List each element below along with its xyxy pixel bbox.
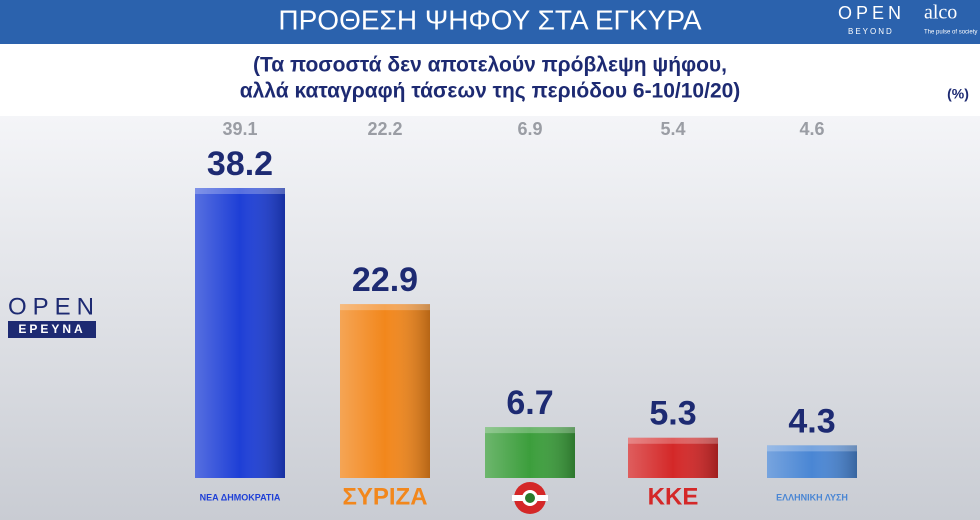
previous-value-label: 6.9: [517, 119, 542, 139]
value-label: 38.2: [207, 145, 273, 183]
pollster-logo-sub: The pulse of society: [924, 30, 977, 36]
left-logo: OPEN: [8, 293, 100, 320]
bar-shade: [195, 188, 285, 478]
channel-logo-sub: BEYOND: [848, 27, 894, 36]
bar-shade: [628, 437, 718, 478]
previous-value-label: 22.2: [367, 119, 402, 139]
category-label: ΣΥΡΙΖΑ: [342, 483, 427, 510]
channel-logo: OPEN: [838, 3, 905, 23]
chart-title: ΠΡΟΘΕΣΗ ΨΗΦΟΥ ΣΤΑ ΕΓΚΥΡΑ: [278, 4, 702, 35]
category-label: ΕΛΛΗΝΙΚΗ ΛΥΣΗ: [776, 492, 848, 502]
unit-label: (%): [947, 86, 969, 102]
category-label: ΚΚΕ: [648, 483, 699, 510]
category-label: ΝΕΑ ΔΗΜΟΚΡΑΤΙΑ: [200, 492, 281, 502]
bar-shade: [485, 427, 575, 478]
party-logo: [525, 493, 535, 503]
left-logo-sub: ΕΡΕΥΝΑ: [18, 322, 85, 336]
value-label: 5.3: [649, 395, 696, 433]
previous-value-label: 4.6: [799, 119, 824, 139]
previous-value-label: 5.4: [660, 119, 685, 139]
bar-shade: [340, 304, 430, 478]
subtitle: αλλά καταγραφή τάσεων της περιόδου 6-10/…: [240, 80, 741, 103]
pollster-logo: alco: [924, 2, 957, 24]
value-label: 6.7: [506, 384, 553, 422]
previous-value-label: 39.1: [222, 119, 257, 139]
bar-top: [195, 188, 285, 194]
value-label: 22.9: [352, 261, 418, 299]
left-logo-band: [8, 321, 96, 338]
bar-top: [485, 427, 575, 434]
bar-top: [340, 304, 430, 311]
value-label: 4.3: [788, 402, 835, 440]
bar-shade: [767, 445, 857, 478]
subtitle: (Τα ποσοστά δεν αποτελούν πρόβλεψη ψήφου…: [253, 54, 727, 77]
bar-top: [628, 437, 718, 444]
bar-top: [767, 445, 857, 452]
header-band: [0, 0, 980, 44]
